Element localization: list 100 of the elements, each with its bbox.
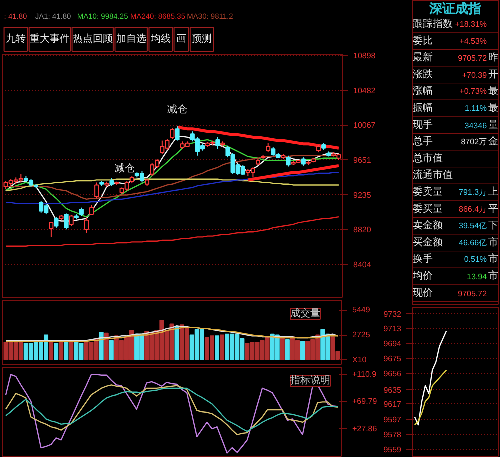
y-tick-label: X10 (352, 355, 368, 364)
text: 委卖量 (413, 186, 444, 198)
y-tick-label: 9578 (384, 430, 402, 440)
text: 0.51% (464, 255, 488, 264)
text: 预测 (192, 33, 212, 45)
text: 换手 (413, 253, 434, 266)
text: 九转 (6, 33, 26, 45)
text: 量 (488, 120, 498, 131)
text: 卖金额 (413, 220, 444, 232)
text: 34346 (464, 121, 488, 130)
text: 委比 (413, 34, 434, 47)
bar (174, 326, 180, 360)
text: 市 (488, 253, 498, 266)
y-tick-label: 8820 (354, 226, 372, 235)
line-series (414, 370, 448, 426)
y-tick-label: 9732 (384, 310, 402, 319)
text: 涨跌 (413, 68, 434, 80)
text: 下 (488, 220, 498, 232)
text: 跟踪指数 (413, 18, 454, 30)
y-tick-label: 9694 (384, 340, 402, 349)
text: 最新 (413, 52, 434, 64)
text: 866.4万 (459, 204, 488, 214)
text: 开 (488, 69, 498, 80)
bar (109, 340, 114, 360)
candlestick (84, 217, 90, 234)
y-tick-label: 9651 (354, 156, 372, 165)
bar (220, 334, 225, 360)
y-tick-label: 9617 (384, 400, 402, 409)
text: 8702万 (461, 138, 488, 147)
bar (64, 342, 69, 360)
text: +18.31% (455, 20, 488, 29)
y-tick-label: 10482 (354, 86, 376, 96)
y-tick-label: +69.79 (352, 397, 378, 406)
annotation: 减仓 (168, 103, 188, 116)
annotation: 成交量 (290, 308, 320, 320)
y-tick-label: 9713 (384, 324, 402, 334)
y-tick-label: +110.9 (352, 370, 378, 380)
text: 买金额 (413, 236, 444, 248)
text: 791.3万 (459, 188, 488, 197)
text: 委买量 (413, 202, 444, 215)
text: 加自选 (116, 33, 146, 45)
text: 最 (488, 103, 498, 114)
candlestick (49, 222, 54, 238)
candlestick (216, 136, 220, 150)
text: 热点回顾 (72, 33, 113, 45)
line-series (5, 216, 340, 247)
y-tick-label: 10898 (354, 52, 376, 61)
text: +70.39 (462, 70, 488, 80)
bar (49, 342, 54, 360)
y-tick-label: +27.86 (352, 424, 378, 434)
line-series (176, 126, 340, 150)
y-tick-label: 9675 (384, 354, 402, 364)
text: 市 (488, 236, 498, 248)
text: 流通市值 (413, 169, 454, 182)
y-tick-label: 2725 (352, 330, 371, 340)
annotation: 减仓 (114, 162, 135, 174)
y-tick-label: 9235 (354, 190, 372, 200)
text: 现价 (413, 286, 434, 299)
bar (59, 342, 64, 360)
text: 画 (176, 34, 186, 45)
line-series (246, 164, 340, 182)
candlestick (54, 216, 59, 228)
y-tick-label: 9635 (384, 386, 402, 395)
text: +0.73% (460, 87, 488, 96)
bar (215, 336, 220, 360)
text: 总市值 (412, 152, 444, 164)
bar (104, 332, 109, 360)
line-series (414, 330, 448, 426)
text: 深证成指 (428, 2, 482, 17)
text: +4.53% (460, 36, 488, 46)
candlestick (175, 126, 180, 142)
text: 昨 (488, 52, 498, 64)
text: 9705.72 (458, 289, 488, 298)
text: 上 (488, 186, 498, 198)
bar (300, 341, 306, 360)
y-tick-label: 9597 (384, 416, 402, 425)
candlestick (266, 142, 271, 154)
line-series (5, 172, 340, 204)
y-tick-label: 9656 (384, 369, 402, 378)
text: 涨幅 (413, 85, 434, 98)
bar (69, 342, 74, 360)
candlestick (170, 128, 175, 140)
text: 市 (488, 270, 498, 282)
candlestick (94, 182, 100, 200)
text: 平 (488, 204, 498, 215)
text: 1.11% (464, 104, 488, 113)
y-tick-label: 10067 (354, 121, 376, 130)
candlestick (64, 213, 69, 230)
text: 重大事件 (30, 33, 70, 45)
text: 39.54亿 (459, 222, 488, 231)
text: 总手 (412, 136, 434, 148)
text: 最 (488, 86, 498, 98)
y-tick-label: 5449 (352, 306, 371, 315)
y-tick-label: 8404 (354, 260, 372, 270)
text: 46.66亿 (459, 238, 488, 248)
y-tick-label: 9559 (384, 445, 402, 454)
bar (280, 336, 285, 360)
candlestick (90, 204, 94, 216)
text: 均价 (412, 270, 434, 282)
bar (54, 342, 59, 360)
